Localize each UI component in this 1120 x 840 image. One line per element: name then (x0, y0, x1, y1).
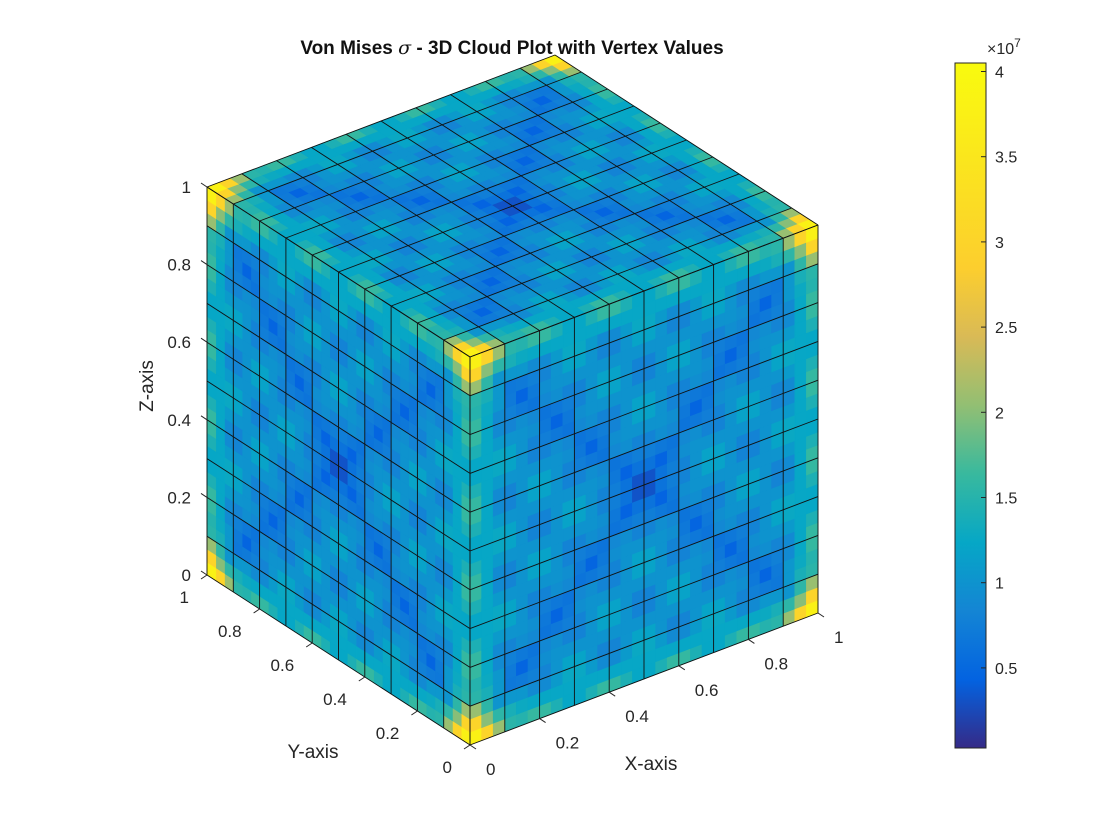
left-grid-line (206, 341, 471, 513)
y-tick-mark (200, 574, 208, 580)
z-tick-mark (200, 337, 208, 343)
left-grid-line (206, 303, 471, 474)
top-grid-line (285, 105, 635, 239)
z-tick-mark (200, 415, 208, 421)
colorbar-tick-label: 3.5 (995, 150, 1017, 167)
y-tick-label: 0.8 (218, 622, 242, 641)
x-tick-mark (678, 665, 686, 671)
y-tick-mark (463, 744, 471, 750)
x-tick-mark (817, 612, 825, 618)
colorbar-tick-label: 2 (995, 405, 1004, 422)
y-axis-label: Y-axis (287, 742, 338, 763)
y-tick-mark (358, 676, 366, 682)
z-axis-label: Z-axis (137, 360, 158, 412)
colorbar-tick-label: 1.5 (995, 491, 1017, 508)
y-tick-label: 0.2 (376, 724, 400, 743)
colorbar-tick-label: 2.5 (995, 320, 1017, 337)
y-tick-mark (305, 642, 313, 648)
right-grid-line (469, 379, 819, 513)
colorbar-tick-label: 3 (995, 235, 1004, 252)
x-tick-label: 0.6 (695, 681, 719, 700)
right-grid-line (469, 263, 819, 397)
z-tick-label: 0.8 (167, 256, 191, 275)
top-grid-line (206, 54, 556, 188)
right-grid-line (469, 224, 819, 358)
axis-ticks: 0 0.2 0.4 0.6 0.8 1 0 0.2 0.4 0.6 0.8 1 0 0.2 0.4 0.6 0.… (167, 178, 843, 779)
colorbar: ×107 0.5 1 1.5 2 2.5 3 3.5 4 (954, 36, 1021, 749)
x-tick-mark (748, 638, 755, 644)
z-tick-label: 0 (182, 566, 191, 585)
z-tick-label: 0.2 (167, 488, 191, 507)
left-grid-line (206, 264, 471, 435)
z-tick-label: 0.4 (167, 411, 191, 430)
x-tick-label: 1 (834, 628, 843, 647)
x-tick-label: 0 (486, 760, 495, 779)
top-grid-line (554, 54, 819, 226)
face-right (469, 224, 819, 746)
y-tick-label: 1 (180, 588, 189, 607)
top-grid-line (312, 122, 661, 256)
z-tick-label: 1 (182, 178, 191, 197)
x-axis-label: X-axis (625, 754, 678, 775)
top-grid-line (485, 81, 749, 252)
right-grid-line (469, 302, 819, 436)
z-tick-mark (200, 570, 208, 576)
left-grid-line (206, 380, 471, 552)
x-tick-label: 0.2 (556, 734, 580, 753)
x-tick-label: 0.4 (625, 707, 649, 726)
y-tick-label: 0.4 (323, 690, 347, 709)
y-tick-label: 0 (443, 758, 452, 777)
colorbar-ticks: 0.5 1 1.5 2 2.5 3 3.5 4 (981, 65, 1017, 678)
x-tick-mark (469, 744, 477, 750)
top-grid-line (259, 88, 608, 222)
x-tick-label: 0.8 (764, 654, 788, 673)
chart-title: Von Mises σ - 3D Cloud Plot with Vertex … (300, 37, 723, 59)
top-grid-line (519, 67, 784, 239)
z-tick-label: 0.6 (167, 333, 191, 352)
colorbar-tick-label: 4 (995, 65, 1004, 82)
left-grid-line (206, 225, 471, 397)
top-grid-line (233, 71, 582, 205)
right-grid-line (469, 418, 819, 552)
y-tick-mark (411, 710, 418, 716)
x-tick-mark (539, 718, 546, 724)
z-tick-mark (200, 492, 208, 498)
x-tick-mark (608, 691, 616, 697)
left-grid-line (206, 186, 471, 358)
face-left (206, 186, 471, 746)
right-grid-line (469, 340, 819, 474)
colorbar-exponent: ×107 (987, 36, 1021, 58)
colorbar-tick-label: 0.5 (995, 661, 1017, 678)
top-grid-line (415, 107, 680, 279)
y-tick-mark (253, 608, 260, 614)
colorbar-bar (954, 62, 987, 749)
top-grid-line (338, 139, 687, 273)
cube-surface (206, 54, 819, 746)
y-tick-label: 0.6 (271, 656, 295, 675)
z-tick-mark (200, 260, 208, 266)
cube-grid-lines (206, 54, 819, 746)
z-tick-mark (200, 182, 208, 188)
top-grid-line (450, 94, 714, 265)
colorbar-tick-label: 1 (995, 576, 1004, 593)
